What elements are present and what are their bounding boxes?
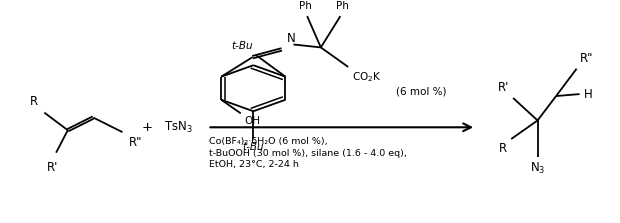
Text: (6 mol %): (6 mol %) [396, 86, 446, 96]
Text: N: N [286, 33, 295, 45]
Text: H: H [583, 88, 592, 101]
Text: t-Bu: t-Bu [232, 41, 253, 51]
Text: EtOH, 23°C, 2-24 h: EtOH, 23°C, 2-24 h [210, 161, 299, 169]
Text: t-Bu: t-Bu [242, 142, 264, 153]
Text: R': R' [46, 161, 58, 174]
Text: R": R" [580, 52, 593, 65]
Text: Co(BF₄)₂·6H₂O (6 mol %),: Co(BF₄)₂·6H₂O (6 mol %), [210, 137, 328, 146]
Text: R: R [30, 95, 38, 108]
Text: R: R [499, 142, 507, 155]
Text: CO$_2$K: CO$_2$K [352, 70, 381, 84]
Text: Ph: Ph [299, 1, 312, 11]
Text: OH: OH [245, 116, 260, 126]
Text: TsN$_3$: TsN$_3$ [164, 120, 193, 135]
Text: Ph: Ph [336, 1, 349, 11]
Text: N$_3$: N$_3$ [530, 161, 545, 176]
Text: R": R" [130, 136, 143, 149]
Text: t-BuOOH (30 mol %), silane (1.6 - 4.0 eq),: t-BuOOH (30 mol %), silane (1.6 - 4.0 eq… [210, 149, 407, 158]
Text: +: + [141, 121, 153, 134]
Text: R': R' [498, 81, 509, 94]
